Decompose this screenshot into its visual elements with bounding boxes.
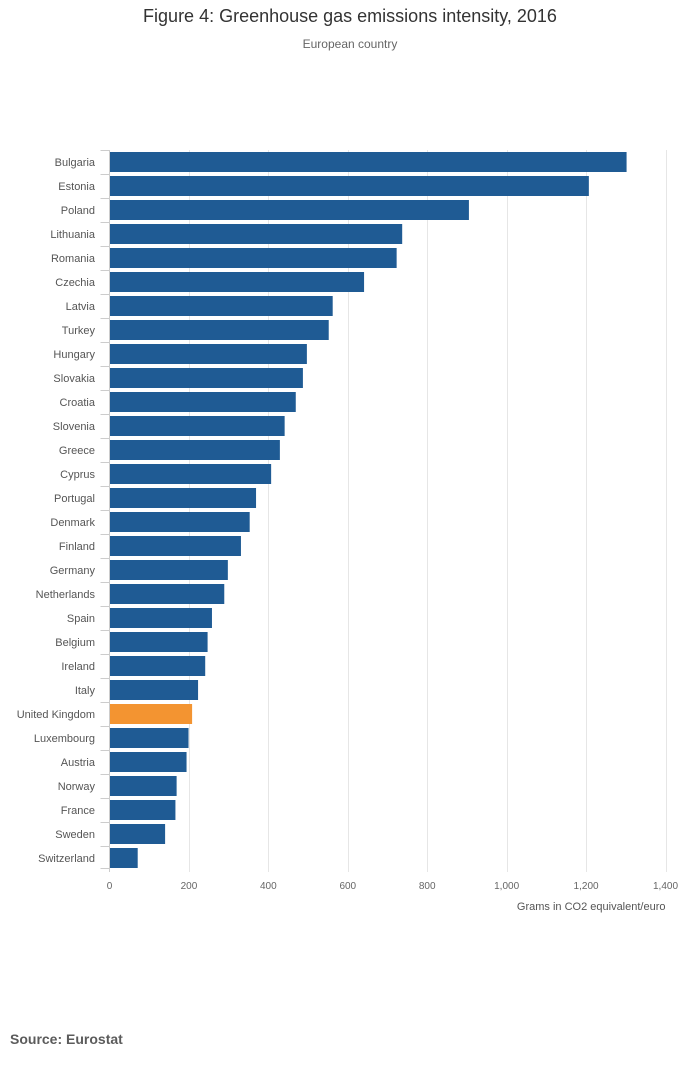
bar <box>109 632 208 652</box>
x-tick-label: 800 <box>419 881 436 892</box>
bar <box>109 272 365 292</box>
y-tick-label: Spain <box>67 613 95 625</box>
y-tick-label: Ireland <box>61 661 95 673</box>
y-tick-label: United Kingdom <box>17 709 95 721</box>
bar <box>109 560 228 580</box>
bar <box>109 392 296 412</box>
y-tick-label: Portugal <box>54 493 95 505</box>
bar <box>109 200 469 220</box>
bar <box>109 296 333 316</box>
y-tick-label: Estonia <box>58 181 96 193</box>
bar-highlight <box>109 704 193 724</box>
x-tick-label: 0 <box>107 881 113 892</box>
y-tick-label: Denmark <box>50 517 95 529</box>
bar <box>109 728 189 748</box>
y-tick-label: Slovakia <box>53 373 95 385</box>
x-tick-label: 400 <box>260 881 277 892</box>
y-tick-label: Germany <box>50 565 96 577</box>
bar <box>109 800 176 820</box>
x-tick-label: 1,000 <box>494 881 519 892</box>
x-tick-label: 600 <box>339 881 356 892</box>
y-tick-label: Hungary <box>53 349 95 361</box>
bar <box>109 176 589 196</box>
y-tick-label: Romania <box>51 253 96 265</box>
y-tick-label: Poland <box>61 205 95 217</box>
y-tick-label: Netherlands <box>36 589 96 601</box>
source-note: Source: Eurostat <box>10 1031 123 1047</box>
y-tick-label: Luxembourg <box>34 733 95 745</box>
bar <box>109 752 187 772</box>
y-tick-label: Greece <box>59 445 95 457</box>
y-tick-label: Bulgaria <box>55 157 96 169</box>
bar <box>109 488 257 508</box>
x-tick-label: 200 <box>181 881 198 892</box>
y-tick-label: Slovenia <box>53 421 96 433</box>
y-tick-label: Austria <box>61 757 96 769</box>
x-tick-label: 1,400 <box>653 881 678 892</box>
bar <box>109 656 206 676</box>
bar <box>109 440 280 460</box>
y-tick-label: Belgium <box>55 637 95 649</box>
bar <box>109 368 303 388</box>
bar <box>109 248 397 268</box>
y-tick-label: Cyprus <box>60 469 95 481</box>
y-tick-label: Finland <box>59 541 95 553</box>
y-tick-label: Lithuania <box>50 229 96 241</box>
x-tick-label: 1,200 <box>574 881 599 892</box>
y-tick-label: France <box>61 805 95 817</box>
y-tick-label: Latvia <box>66 301 96 313</box>
chart-title: Figure 4: Greenhouse gas emissions inten… <box>143 6 557 26</box>
bar <box>109 680 199 700</box>
bar <box>109 416 285 436</box>
y-tick-label: Sweden <box>55 829 95 841</box>
y-tick-label: Czechia <box>55 277 96 289</box>
y-tick-label: Turkey <box>62 325 96 337</box>
y-tick-label: Norway <box>58 781 96 793</box>
bar <box>109 584 225 604</box>
y-tick-label: Italy <box>75 685 96 697</box>
bar <box>109 344 307 364</box>
x-axis-title: Grams in CO2 equivalent/euro <box>517 901 666 913</box>
bar <box>109 152 627 172</box>
bar <box>109 224 403 244</box>
bar <box>109 536 241 556</box>
bar <box>109 320 329 340</box>
bar <box>109 824 166 844</box>
y-tick-label: Croatia <box>60 397 96 409</box>
y-tick-label: Switzerland <box>38 853 95 865</box>
bar <box>109 776 177 796</box>
bar <box>109 608 212 628</box>
bar <box>109 848 138 868</box>
bar-chart: 0 200 400 600 800 1,000 1,200 1,400 Bulgaria Esto… <box>17 150 678 913</box>
bar <box>109 464 272 484</box>
bar <box>109 512 250 532</box>
chart-subtitle: European country <box>302 37 398 51</box>
